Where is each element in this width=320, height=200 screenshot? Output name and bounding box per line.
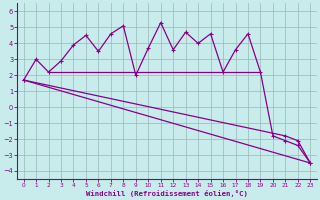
X-axis label: Windchill (Refroidissement éolien,°C): Windchill (Refroidissement éolien,°C) <box>86 190 248 197</box>
